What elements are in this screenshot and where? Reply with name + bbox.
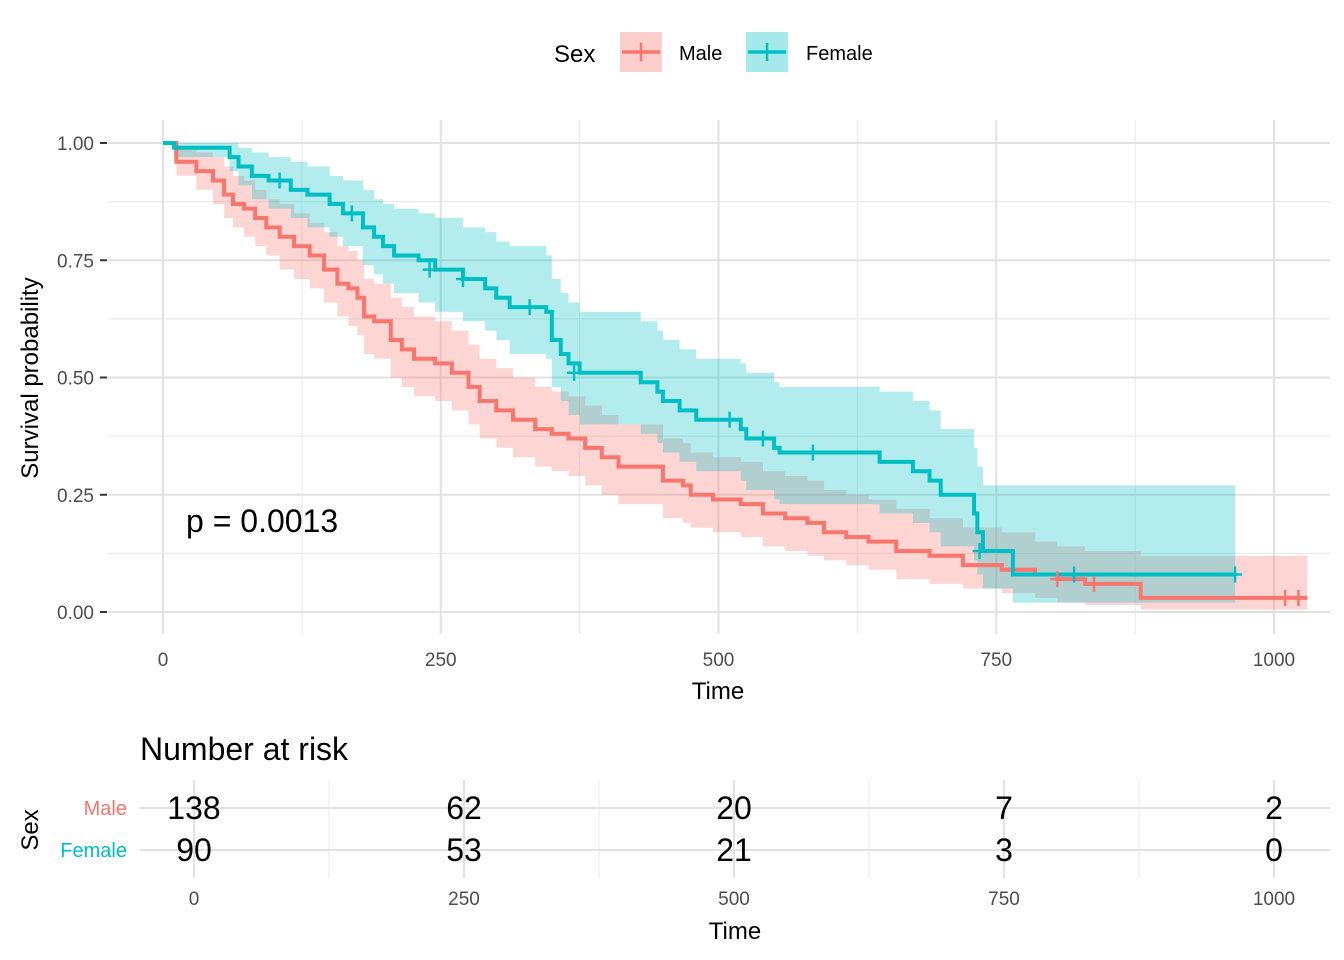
ci-band-male (163, 143, 1308, 610)
censor-mark-female (422, 261, 437, 278)
risk-row-label-male: Male (84, 798, 127, 820)
censor-mark-female (1067, 566, 1082, 583)
x-axis: 0 250 500 750 1000 (158, 650, 1295, 671)
y-axis-title: Survival probability (17, 277, 44, 478)
risk-table-grid (140, 780, 1330, 878)
risk-table-x-title: Time (709, 918, 761, 945)
risk-cell-female: 21 (716, 832, 752, 868)
risk-cell-male: 138 (167, 790, 220, 826)
legend-item-male: Male (620, 32, 722, 72)
censor-mark-female (805, 444, 820, 461)
risk-x-tick-label: 750 (988, 889, 1020, 910)
risk-x-tick-label: 250 (448, 889, 480, 910)
ci-band-female (163, 143, 1236, 603)
x-tick-label: 750 (980, 650, 1012, 671)
x-tick-label: 250 (425, 650, 457, 671)
risk-table-cells: 138 62 20 7 2 90 53 21 3 0 (167, 790, 1283, 868)
x-tick-label: 0 (158, 650, 169, 671)
censor-mark-female (344, 205, 359, 222)
censor-mark-female (972, 543, 987, 560)
risk-table-x-axis: 0 250 500 750 1000 (189, 889, 1295, 910)
censor-mark-male (1278, 589, 1293, 606)
y-tick-label: 0.75 (57, 251, 94, 272)
censor-mark-male (1291, 589, 1306, 606)
y-tick-label: 0.00 (57, 603, 94, 624)
legend: Sex Male Female (554, 32, 873, 72)
risk-x-tick-label: 1000 (1253, 889, 1295, 910)
legend-label-female: Female (806, 43, 873, 65)
risk-cell-male: 62 (446, 790, 482, 826)
y-axis: 0.00 0.25 0.50 0.75 1.00 (57, 134, 107, 624)
risk-cell-male: 7 (995, 790, 1013, 826)
y-tick-label: 1.00 (57, 134, 94, 155)
censor-mark-male (1087, 575, 1102, 592)
risk-cell-male: 20 (716, 790, 752, 826)
legend-title: Sex (554, 41, 595, 68)
censor-mark-male (1050, 571, 1065, 588)
risk-cell-male: 2 (1265, 790, 1283, 826)
risk-table: Number at risk 138 62 20 7 2 90 53 21 3 0 0 250 500… (17, 731, 1330, 945)
risk-cell-female: 3 (995, 832, 1013, 868)
risk-cell-female: 90 (176, 832, 212, 868)
censor-marks (272, 172, 1306, 606)
x-tick-label: 1000 (1253, 650, 1295, 671)
risk-x-tick-label: 0 (189, 889, 200, 910)
x-tick-label: 500 (703, 650, 735, 671)
y-tick-label: 0.50 (57, 369, 94, 390)
risk-cell-female: 53 (446, 832, 482, 868)
censor-mark-female (522, 299, 537, 316)
risk-table-title: Number at risk (140, 731, 349, 767)
censor-mark-female (722, 411, 737, 428)
risk-x-tick-label: 500 (718, 889, 750, 910)
y-tick-label: 0.25 (57, 486, 94, 507)
confidence-bands (163, 143, 1308, 610)
legend-label-male: Male (679, 43, 722, 65)
risk-table-y-title: Sex (17, 809, 44, 850)
censor-mark-female (567, 364, 582, 381)
censor-mark-female (272, 172, 287, 189)
censor-mark-female (755, 430, 770, 447)
survival-curve-male (163, 141, 1308, 600)
survival-curve-female (163, 141, 1236, 577)
censor-mark-female (1228, 566, 1243, 583)
legend-item-female: Female (746, 32, 873, 72)
x-axis-title: Time (692, 678, 744, 705)
censor-mark-female (455, 271, 470, 288)
plot-panel: 0.00 0.25 0.50 0.75 1.00 0 250 500 750 1000 p = … (17, 120, 1330, 705)
grid (108, 120, 1330, 634)
risk-row-label-female: Female (60, 840, 127, 862)
survival-curves (163, 141, 1308, 600)
p-value-annotation: p = 0.0013 (186, 503, 338, 539)
risk-cell-female: 0 (1265, 832, 1283, 868)
